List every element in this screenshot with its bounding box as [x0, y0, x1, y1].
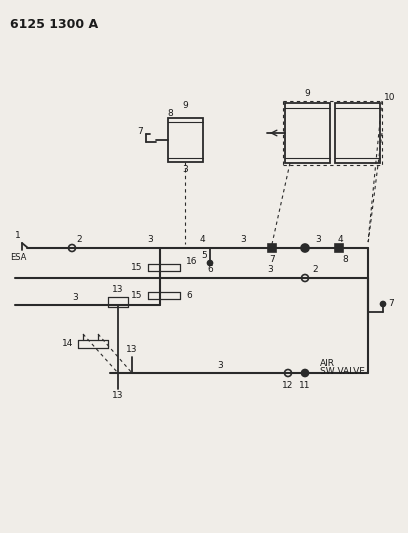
Text: 13: 13: [112, 392, 124, 400]
Text: 2: 2: [76, 235, 82, 244]
Text: 2: 2: [312, 265, 318, 274]
Bar: [335, 244, 343, 252]
Text: 15: 15: [131, 262, 142, 271]
Text: 3: 3: [147, 236, 153, 245]
Text: 1: 1: [15, 231, 21, 240]
Bar: [335, 103, 380, 163]
Circle shape: [381, 302, 386, 306]
Text: 7: 7: [269, 255, 275, 264]
Bar: [168, 118, 203, 162]
Text: AIR: AIR: [320, 359, 335, 368]
Text: 12: 12: [282, 381, 294, 390]
Text: 10: 10: [384, 93, 396, 101]
Text: 7: 7: [388, 300, 394, 309]
Text: 4: 4: [199, 236, 205, 245]
Text: 6: 6: [207, 265, 213, 274]
Text: 8: 8: [342, 255, 348, 264]
Text: 4: 4: [337, 236, 343, 245]
Text: 13: 13: [112, 285, 124, 294]
Text: 3: 3: [217, 360, 223, 369]
Text: 8: 8: [167, 109, 173, 118]
Circle shape: [208, 261, 213, 265]
Circle shape: [301, 244, 309, 252]
Text: 13: 13: [126, 345, 138, 354]
Text: 3: 3: [182, 166, 188, 174]
Text: 6125 1300 A: 6125 1300 A: [10, 18, 98, 31]
Text: 11: 11: [299, 381, 311, 390]
Text: ESA: ESA: [10, 253, 26, 262]
Bar: [268, 244, 276, 252]
Text: 3: 3: [267, 265, 273, 274]
Text: 3: 3: [72, 293, 78, 302]
Text: 3: 3: [315, 236, 321, 245]
Bar: [285, 103, 330, 163]
Text: 7: 7: [137, 127, 143, 136]
Text: 16: 16: [186, 256, 197, 265]
Text: 14: 14: [62, 340, 73, 349]
Text: 5: 5: [201, 252, 207, 261]
Text: 3: 3: [240, 236, 246, 245]
Text: 6: 6: [186, 290, 192, 300]
Text: SW VALVE: SW VALVE: [320, 367, 365, 376]
Circle shape: [302, 369, 308, 376]
Text: 15: 15: [131, 290, 142, 300]
Text: 9: 9: [304, 88, 310, 98]
Text: 9: 9: [182, 101, 188, 110]
